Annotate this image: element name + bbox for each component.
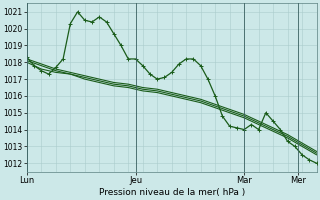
X-axis label: Pression niveau de la mer( hPa ): Pression niveau de la mer( hPa ) xyxy=(99,188,245,197)
